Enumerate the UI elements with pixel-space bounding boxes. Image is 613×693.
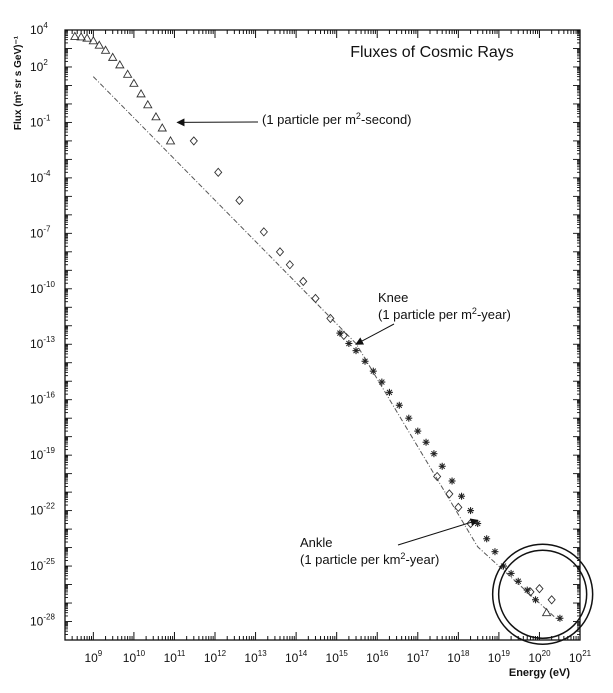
- y-tick-label: 10-1: [30, 113, 51, 129]
- data-point-star: [438, 462, 446, 470]
- x-tick-label: 1017: [407, 649, 430, 665]
- data-point-star: [507, 569, 515, 577]
- x-tick-label: 1010: [123, 649, 146, 665]
- data-point-diamond: [547, 595, 556, 605]
- y-tick-label: 102: [30, 58, 48, 74]
- data-points: [70, 31, 564, 622]
- data-point-star: [467, 507, 475, 515]
- data-point-star: [458, 492, 466, 500]
- x-tick-label: 1021: [569, 649, 592, 665]
- annotation-arrow: [355, 323, 395, 345]
- x-tick-label: 1016: [366, 649, 389, 665]
- x-tick-label: 1018: [447, 649, 470, 665]
- data-point-diamond: [326, 313, 335, 324]
- data-point-star: [345, 339, 353, 347]
- annotation-text: (1 particle per m2-second): [262, 111, 412, 127]
- y-axis-label: Flux (m² sr s GeV)⁻¹: [13, 35, 24, 130]
- y-tick-label: 10-22: [30, 502, 55, 518]
- y-tick-label: 10-10: [30, 280, 55, 296]
- data-point-star: [369, 367, 377, 375]
- y-tick-label: 10-16: [30, 391, 55, 407]
- data-point-diamond: [214, 167, 223, 177]
- data-point-star: [430, 450, 438, 458]
- data-point-diamond: [275, 247, 285, 257]
- data-point-triangle: [115, 59, 125, 69]
- x-tick-label: 1013: [244, 649, 267, 665]
- y-tick-label: 104: [30, 21, 48, 37]
- x-tick-label: 1015: [326, 649, 349, 665]
- y-tick-label: 10-28: [30, 613, 55, 629]
- data-point-star: [378, 378, 386, 386]
- data-point-triangle: [76, 32, 86, 41]
- data-point-triangle: [107, 52, 118, 61]
- data-point-star: [523, 586, 531, 594]
- data-point-triangle: [136, 88, 146, 98]
- data-point-diamond: [285, 260, 294, 270]
- data-point-diamond: [311, 293, 320, 304]
- chart-title: Fluxes of Cosmic Rays: [350, 44, 514, 61]
- x-tick-label: 1014: [285, 649, 308, 665]
- x-axis-label: Energy (eV): [509, 667, 570, 679]
- data-point-triangle: [82, 33, 92, 42]
- data-point-triangle: [165, 136, 176, 145]
- data-point-star: [556, 614, 564, 622]
- data-point-star: [483, 535, 491, 543]
- data-point-triangle: [70, 31, 80, 40]
- x-tick-label: 109: [84, 649, 102, 665]
- y-tick-label: 10-4: [30, 169, 51, 185]
- data-point-diamond: [433, 471, 442, 482]
- data-point-star: [532, 596, 540, 604]
- highlight-circle-outer: [491, 543, 594, 645]
- data-point-star: [414, 427, 422, 435]
- data-point-star: [352, 347, 360, 355]
- data-point-triangle: [129, 78, 139, 87]
- data-point-star: [385, 388, 393, 396]
- x-axis-ticks: 109 1010 1011 1012 1013 1014 1015 1016 1017 1018 1…: [64, 30, 592, 665]
- y-tick-label: 10-25: [30, 557, 55, 573]
- annotations: (1 particle per m2-second) Knee (1 particl…: [176, 111, 594, 645]
- data-point-diamond: [454, 502, 463, 513]
- data-point-star: [405, 414, 413, 422]
- x-tick-label: 1012: [204, 649, 227, 665]
- data-point-triangle: [151, 111, 161, 121]
- power-law-reference-line: [92, 76, 560, 622]
- data-point-star: [514, 577, 522, 585]
- x-tick-label: 1019: [488, 649, 511, 665]
- data-point-diamond: [445, 489, 454, 499]
- data-point-star: [491, 548, 499, 556]
- data-point-star: [336, 329, 344, 337]
- data-point-triangle: [122, 69, 133, 78]
- annotation-text: Ankle (1 particle per km2-year): [300, 535, 439, 567]
- x-tick-label: 1011: [164, 649, 186, 665]
- y-tick-label: 10-7: [30, 224, 51, 240]
- data-point-triangle: [88, 35, 99, 45]
- data-point-diamond: [235, 195, 244, 206]
- data-point-triangle: [143, 99, 153, 109]
- y-axis-ticks: 104 102 10-1 10-4 10-7 10-10 10-13 10-16 10-19 10…: [30, 21, 580, 641]
- annotation-arrow: [397, 518, 479, 546]
- data-point-star: [422, 438, 430, 446]
- data-point-star: [395, 401, 403, 409]
- annotation-text: Knee (1 particle per m2-year): [378, 290, 511, 322]
- data-point-triangle: [94, 40, 105, 49]
- reference-power-law: [92, 76, 560, 622]
- y-tick-label: 10-13: [30, 335, 55, 351]
- data-point-triangle: [100, 45, 111, 54]
- data-point-triangle: [541, 607, 552, 617]
- highlight-circle-inner: [497, 549, 588, 639]
- x-tick-label: 1020: [528, 649, 551, 665]
- data-point-star: [361, 357, 369, 365]
- data-point-diamond: [259, 227, 268, 237]
- data-point-triangle: [157, 123, 168, 132]
- y-tick-label: 10-19: [30, 446, 55, 462]
- data-point-diamond: [535, 583, 544, 594]
- data-point-star: [448, 477, 456, 485]
- data-point-diamond: [299, 276, 308, 287]
- data-point-diamond: [189, 136, 198, 146]
